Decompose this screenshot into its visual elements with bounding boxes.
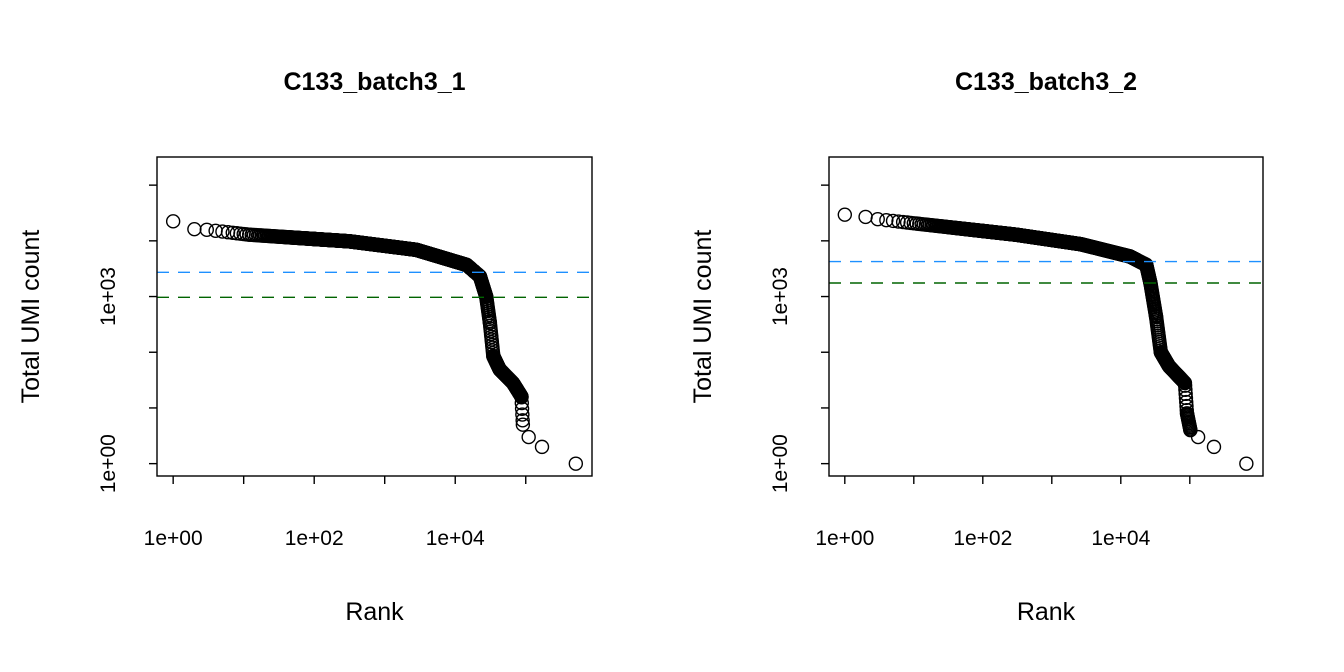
plot-frame xyxy=(828,156,1264,477)
panel-2: C133_batch3_2 Rank Total UMI count 1e+00 1e+… xyxy=(689,68,1264,626)
data-point xyxy=(1008,227,1024,242)
y-tick-label: 1e+03 xyxy=(97,267,120,326)
y-tick-label: 1e+00 xyxy=(97,434,120,493)
data-point xyxy=(1161,359,1177,374)
data-point xyxy=(515,413,530,428)
chart-title: C133_batch3_1 xyxy=(283,68,465,96)
y-tick-label: 1e+03 xyxy=(769,267,792,326)
data-point xyxy=(409,242,424,258)
data-point xyxy=(1122,249,1138,264)
data-point xyxy=(895,214,911,230)
data-point xyxy=(1153,345,1169,360)
data-point xyxy=(1179,406,1195,421)
data-point xyxy=(492,362,507,377)
data-point xyxy=(858,209,873,225)
data-points xyxy=(165,214,584,471)
data-point xyxy=(534,439,550,455)
data-point xyxy=(837,207,853,222)
data-point xyxy=(342,234,357,249)
data-point xyxy=(1073,237,1088,252)
data-point xyxy=(568,456,584,471)
data-point xyxy=(187,221,202,237)
data-point xyxy=(514,389,529,404)
data-point xyxy=(1206,439,1222,455)
data-point xyxy=(909,216,924,231)
plot-frame xyxy=(156,156,593,477)
y-axis-title: Total UMI count xyxy=(17,230,45,404)
y-axis-title: Total UMI count xyxy=(689,230,717,404)
x-tick-label: 1e+04 xyxy=(1091,527,1150,550)
data-point xyxy=(505,375,521,391)
data-point xyxy=(1143,275,1158,291)
data-point xyxy=(885,213,901,229)
data-point xyxy=(515,417,531,432)
data-point xyxy=(515,407,530,422)
data-point xyxy=(1190,429,1206,445)
data-point xyxy=(1177,375,1193,391)
data-point xyxy=(521,429,536,445)
x-tick-label: 1e+00 xyxy=(144,527,203,550)
x-axis-title: Rank xyxy=(1017,598,1076,626)
data-point xyxy=(479,289,494,304)
panel-1: C133_batch3_1 Rank Total UMI count 1e+00 1e+… xyxy=(17,68,593,626)
data-point xyxy=(165,214,181,229)
data-point xyxy=(242,227,257,242)
data-point xyxy=(486,348,501,364)
data-points xyxy=(837,207,1254,471)
x-tick-label: 1e+04 xyxy=(426,527,485,550)
data-point xyxy=(215,224,230,239)
data-point xyxy=(472,269,488,284)
data-point xyxy=(459,257,474,273)
x-tick-label: 1e+00 xyxy=(815,527,874,550)
x-tick-label: 1e+02 xyxy=(953,527,1012,550)
data-point xyxy=(1139,257,1154,273)
data-point xyxy=(514,401,530,416)
x-tick-label: 1e+02 xyxy=(285,527,344,550)
data-point xyxy=(482,315,498,330)
data-point xyxy=(870,211,885,227)
x-axis-title: Rank xyxy=(345,598,404,626)
chart-title: C133_batch3_2 xyxy=(955,68,1137,96)
y-tick-label: 1e+00 xyxy=(769,434,792,493)
data-point xyxy=(225,225,240,240)
data-point xyxy=(514,395,529,411)
data-point xyxy=(1239,456,1254,471)
data-point xyxy=(199,222,215,237)
data-point xyxy=(1148,309,1164,324)
